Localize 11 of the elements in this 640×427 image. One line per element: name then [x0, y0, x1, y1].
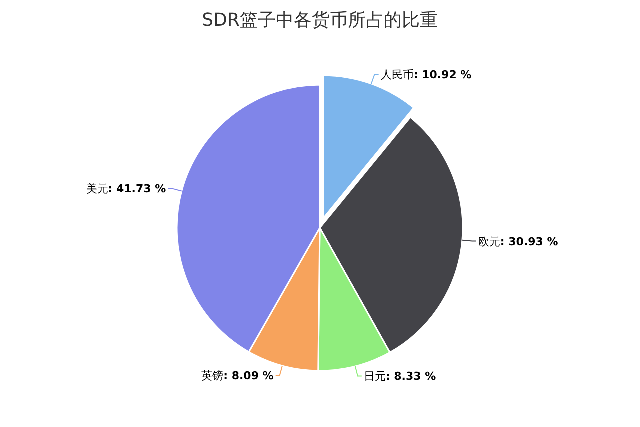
data-label: : 8.33 %	[386, 370, 436, 384]
chart-title: SDR篮子中各货币所占的比重	[202, 10, 438, 31]
data-label: : 30.93 %	[500, 235, 558, 248]
data-label: : 10.92 %	[414, 68, 472, 82]
data-label: : 8.09 %	[224, 370, 274, 383]
slice-label: 人民币	[380, 68, 414, 82]
data-label: : 41.73 %	[108, 182, 166, 196]
slice-label: 欧元	[478, 235, 500, 248]
slice-label: 美元	[86, 182, 108, 196]
slice-label: 英镑	[202, 370, 224, 383]
slice-label: 日元	[364, 370, 386, 384]
